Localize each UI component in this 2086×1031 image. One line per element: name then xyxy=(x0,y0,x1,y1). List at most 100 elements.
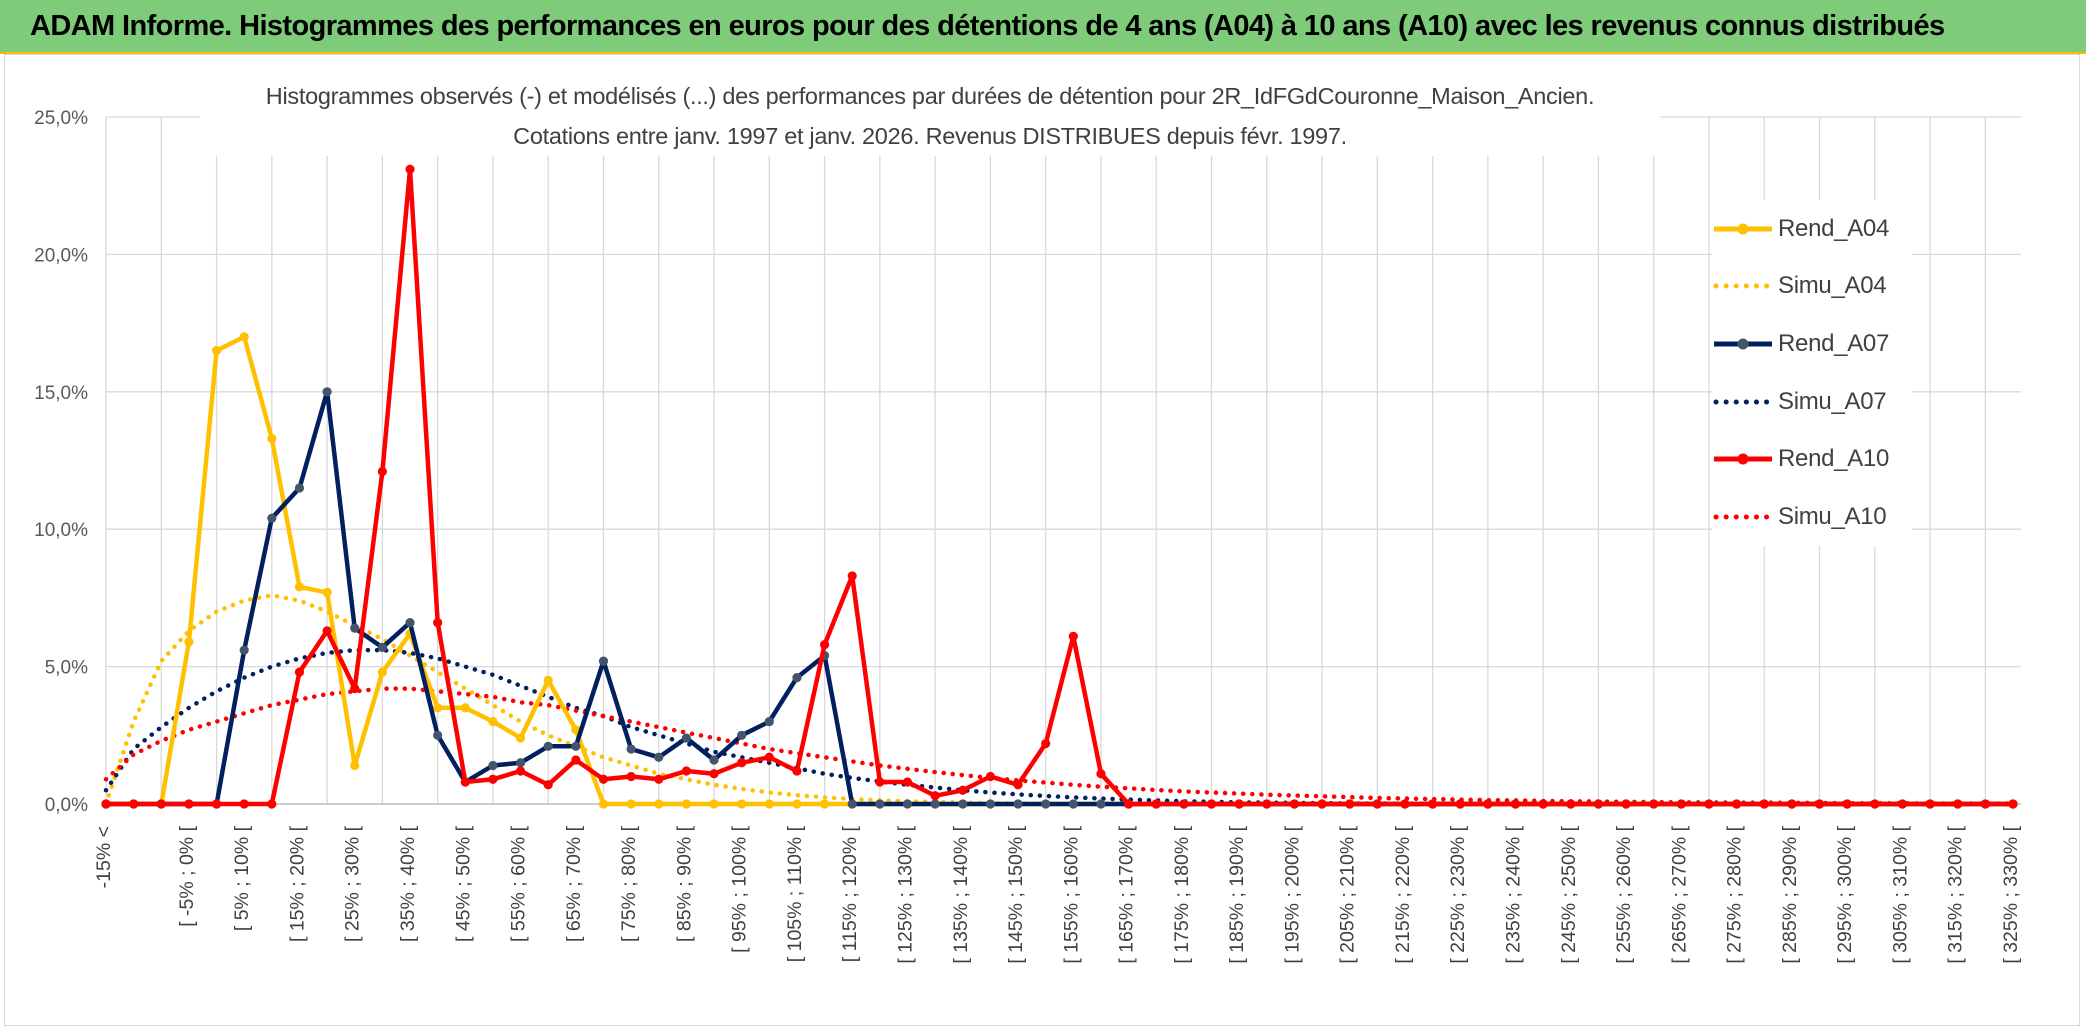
chart-grid xyxy=(105,116,2021,805)
data-point-rend-a07 xyxy=(681,733,691,743)
data-point-rend-a10 xyxy=(1345,799,1355,809)
data-point-rend-a10 xyxy=(1649,799,1659,809)
data-point-rend-a04 xyxy=(543,675,553,685)
data-point-rend-a04 xyxy=(792,799,802,809)
x-tick-label: [ 205% ; 210% [ xyxy=(1337,825,1359,963)
x-tick-label: [ 245% ; 250% [ xyxy=(1558,825,1580,963)
data-point-rend-a07 xyxy=(377,642,387,652)
data-point-rend-a04 xyxy=(294,582,305,592)
legend-label: Simu_A10 xyxy=(1778,502,1887,530)
data-point-rend-a10 xyxy=(1510,799,1521,809)
data-point-rend-a04 xyxy=(488,716,498,727)
data-point-rend-a10 xyxy=(1676,799,1686,809)
data-point-rend-a10 xyxy=(405,164,415,174)
x-tick-label: [ 155% ; 160% [ xyxy=(1060,825,1082,963)
legend-label: Simu_A04 xyxy=(1778,272,1887,300)
x-tick-label: [ 285% ; 290% [ xyxy=(1779,825,1801,963)
legend-swatch-rend-a04 xyxy=(1714,223,1772,235)
data-point-rend-a04 xyxy=(460,703,470,713)
x-tick-label: [ 115% ; 120% [ xyxy=(839,825,861,962)
data-point-rend-a10 xyxy=(460,777,470,787)
data-point-rend-a10 xyxy=(294,667,305,677)
legend-label: Rend_A07 xyxy=(1778,329,1890,357)
report-banner: ADAM Informe. Histogrammes des performan… xyxy=(0,0,2086,54)
data-point-rend-a10 xyxy=(1787,799,1797,809)
x-tick-label: [ 35% ; 40% [ xyxy=(397,825,419,942)
data-point-rend-a07 xyxy=(1013,799,1023,809)
data-point-rend-a04 xyxy=(433,703,443,713)
x-tick-label: [ 195% ; 200% [ xyxy=(1281,825,1303,963)
data-point-rend-a04 xyxy=(350,760,360,771)
data-point-rend-a10 xyxy=(1068,631,1078,641)
data-point-rend-a07 xyxy=(737,730,747,740)
data-point-rend-a04 xyxy=(764,799,774,809)
data-point-rend-a04 xyxy=(515,733,526,743)
data-point-rend-a10 xyxy=(930,791,940,801)
chart-legend: Rend_A04 Simu_A04 Rend_A07 Simu_A07 Rend_A10… xyxy=(1712,200,1912,546)
data-point-rend-a10 xyxy=(1317,799,1327,809)
y-tick-label: 0,0% xyxy=(45,795,88,816)
legend-swatch-simu-a07 xyxy=(1713,399,1773,405)
y-tick-label: 5,0% xyxy=(45,658,88,679)
data-point-rend-a10 xyxy=(1428,799,1438,809)
data-point-rend-a07 xyxy=(709,755,719,765)
report-title: ADAM Informe. Histogrammes des performan… xyxy=(30,9,1945,42)
x-tick-label: [ 295% ; 300% [ xyxy=(1834,825,1856,963)
x-tick-label: [ 255% ; 260% [ xyxy=(1613,825,1635,963)
chart-title: Histogrammes observés (-) et modélisés (… xyxy=(265,83,1595,109)
data-point-rend-a10 xyxy=(1980,799,1990,809)
data-point-rend-a10 xyxy=(1704,799,1714,809)
data-point-rend-a10 xyxy=(1566,799,1576,809)
data-point-rend-a04 xyxy=(239,332,249,342)
data-point-rend-a10 xyxy=(543,780,553,790)
data-point-rend-a10 xyxy=(211,799,222,809)
legend-swatch-rend-a07 xyxy=(1714,338,1772,350)
data-point-rend-a07 xyxy=(433,730,443,740)
x-tick-label: [ 225% ; 230% [ xyxy=(1447,825,1469,963)
data-point-rend-a04 xyxy=(819,799,830,809)
data-point-rend-a04 xyxy=(737,799,747,809)
data-point-rend-a07 xyxy=(958,799,968,809)
data-point-rend-a07 xyxy=(598,656,609,666)
legend-item-rend-a04: Rend_A04 xyxy=(1712,200,1912,258)
data-point-rend-a10 xyxy=(1041,738,1051,749)
data-point-rend-a07 xyxy=(626,744,636,754)
data-point-rend-a10 xyxy=(1206,799,1217,809)
data-point-rend-a10 xyxy=(1483,799,1493,809)
x-axis-labels: -15% < [ -5% ; 0% [[ 5% ; 10% [[ 15% ; 20… xyxy=(93,825,2022,963)
data-point-rend-a10 xyxy=(1123,799,1134,809)
data-point-rend-a10 xyxy=(902,777,913,787)
data-point-rend-a10 xyxy=(488,774,498,784)
x-tick-label: [ 265% ; 270% [ xyxy=(1668,825,1690,963)
data-point-rend-a10 xyxy=(350,683,360,694)
y-tick-label: 10,0% xyxy=(34,520,88,541)
data-point-rend-a07 xyxy=(985,799,996,809)
data-point-rend-a07 xyxy=(322,387,332,397)
x-tick-label: [ 85% ; 90% [ xyxy=(673,825,695,942)
data-point-rend-a10 xyxy=(515,766,526,776)
legend-swatch-simu-a04 xyxy=(1713,283,1773,289)
data-point-rend-a10 xyxy=(681,766,691,776)
x-tick-label: [ 315% ; 320% [ xyxy=(1945,825,1967,963)
data-point-rend-a10 xyxy=(129,799,139,809)
x-tick-label: [ 175% ; 180% [ xyxy=(1171,825,1193,963)
data-point-rend-a07 xyxy=(239,645,249,655)
data-point-rend-a10 xyxy=(101,799,111,809)
x-tick-label: [ 235% ; 240% [ xyxy=(1503,825,1525,963)
data-point-rend-a04 xyxy=(267,433,277,444)
legend-item-simu-a04: Simu_A04 xyxy=(1712,258,1912,316)
data-point-rend-a04 xyxy=(322,587,332,598)
data-point-rend-a04 xyxy=(626,799,636,809)
data-point-rend-a10 xyxy=(1897,799,1908,809)
data-point-rend-a04 xyxy=(598,799,609,809)
data-point-rend-a10 xyxy=(598,774,609,784)
data-point-rend-a07 xyxy=(902,799,913,809)
x-tick-label: [ 105% ; 110% [ xyxy=(784,825,806,962)
x-tick-label: [ 45% ; 50% [ xyxy=(452,825,474,942)
data-point-rend-a10 xyxy=(433,618,443,628)
data-point-rend-a10 xyxy=(267,799,277,809)
data-point-rend-a10 xyxy=(1372,799,1382,809)
data-point-rend-a10 xyxy=(1262,799,1272,809)
data-point-rend-a04 xyxy=(184,637,194,647)
